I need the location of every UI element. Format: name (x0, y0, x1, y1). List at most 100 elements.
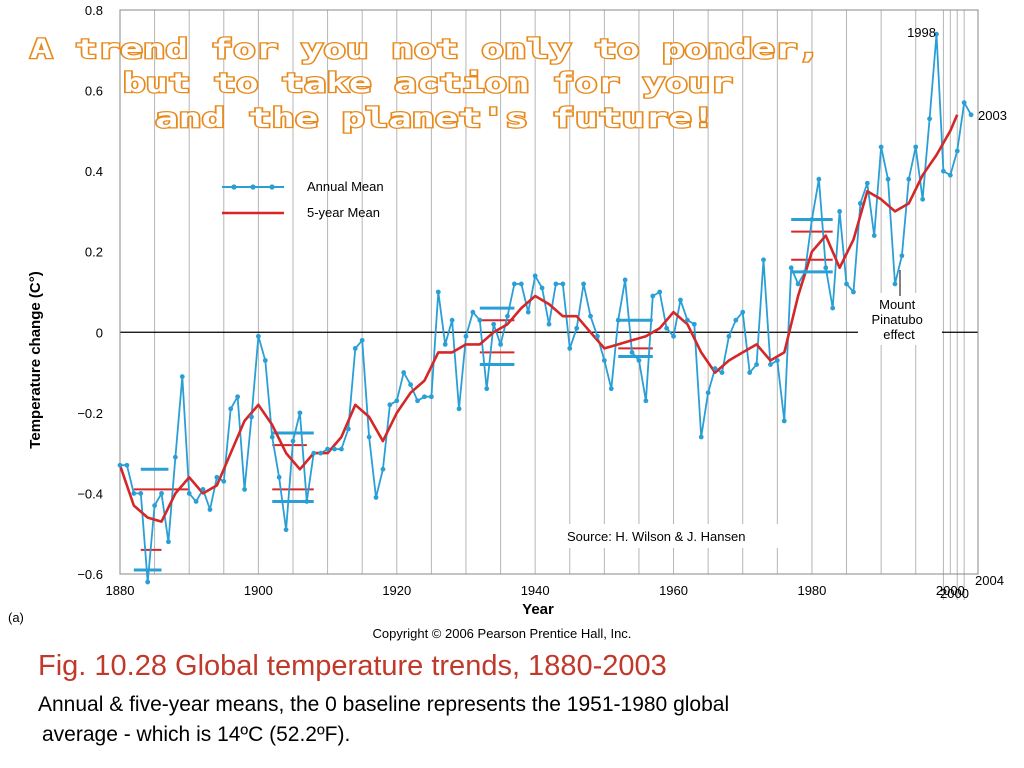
annual-mean-point-1904 (283, 527, 289, 533)
y-tick-label-4: 0.2 (85, 245, 103, 260)
annual-mean-point-1923 (415, 398, 420, 404)
annual-mean-point-1955 (636, 358, 642, 363)
caption-line-1: Annual & five-year means, the 0 baseline… (38, 693, 730, 716)
annual-mean-point-1899 (249, 414, 254, 420)
x-tick-label-1960: 1960 (659, 583, 688, 598)
annual-mean-point-1965 (705, 390, 711, 396)
y-tick-label-2: −0.2 (77, 406, 103, 421)
annual-mean-point-1922 (408, 382, 414, 388)
annual-mean-point-2002 (961, 100, 967, 106)
annual-mean-point-1987 (857, 200, 863, 206)
legend-5year-label: 5-year Mean (307, 205, 380, 220)
legend-annual-label: Annual Mean (307, 179, 384, 194)
annual-mean-point-1989 (871, 233, 877, 239)
annual-mean-point-1903 (276, 474, 282, 480)
annual-mean-point-1952 (615, 317, 621, 323)
annual-mean-point-1945 (567, 346, 573, 351)
annual-mean-point-1985 (844, 281, 849, 287)
annual-mean-point-1970 (740, 309, 746, 315)
source-label-background (560, 524, 808, 548)
annual-mean-point-1908 (311, 450, 317, 456)
annual-mean-point-1896 (228, 406, 234, 412)
annual-mean-point-1931 (470, 309, 476, 315)
annual-mean-point-1883 (138, 491, 144, 496)
annual-mean-point-1959 (664, 325, 670, 331)
annual-mean-point-1898 (242, 487, 247, 492)
source-label: Source: H. Wilson & J. Hansen (567, 529, 745, 544)
annual-mean-point-1967 (719, 370, 725, 375)
annual-mean-point-2001 (954, 148, 960, 154)
annual-mean-point-1984 (837, 209, 843, 214)
y-tick-label-0: −0.6 (77, 567, 103, 582)
annual-mean-point-1994 (906, 176, 912, 182)
grid-lines (154, 10, 965, 600)
annual-mean-point-1891 (193, 499, 199, 504)
annual-mean-point-1906 (297, 410, 303, 416)
annotation-1998: 1998 (907, 25, 936, 40)
annual-mean-point-1900 (255, 333, 261, 339)
annual-mean-point-1995 (913, 144, 919, 150)
annual-mean-point-1905 (290, 438, 296, 444)
annual-mean-point-1986 (851, 289, 856, 295)
annual-mean-point-1973 (761, 257, 766, 263)
slide-caption: Annual & five-year means, the 0 baseline… (38, 690, 998, 750)
annual-mean-point-1926 (435, 289, 441, 295)
y-tick-label-5: 0.4 (85, 164, 103, 179)
annual-mean-point-1983 (830, 305, 836, 311)
annual-mean-point-1975 (774, 358, 780, 363)
annual-mean-point-1948 (588, 313, 593, 319)
annual-mean-point-1902 (269, 434, 275, 440)
annual-mean-point-1981 (816, 176, 822, 182)
annual-mean-point-1889 (179, 374, 185, 379)
annual-mean-point-1980 (809, 217, 815, 222)
annual-mean-point-1992 (892, 281, 898, 287)
tick-labels: 1880 1900 1920 1940 1960 1980 2000 −0.6 −0.4 −0.2… (77, 3, 964, 598)
annual-mean-point-1928 (449, 317, 455, 323)
annual-mean-point-1982 (823, 265, 829, 271)
x-axis-label: Year (522, 601, 554, 618)
annotation-2003: 2003 (978, 108, 1007, 123)
annual-mean-point-1998 (934, 31, 939, 37)
annual-mean-point-1956 (643, 398, 649, 404)
annual-mean-point-1893 (207, 507, 213, 512)
annual-mean-point-1882 (131, 491, 137, 496)
x-tick-label-1940: 1940 (521, 583, 550, 598)
annual-mean-point-1976 (781, 418, 787, 424)
annual-mean-point-1909 (318, 450, 324, 456)
annual-mean-point-1920 (394, 398, 400, 404)
overlay-line-2: but to take action for your (123, 68, 733, 99)
panel-label: (a) (8, 610, 24, 625)
annual-mean-point-1886 (159, 491, 164, 496)
annual-mean-point-1885 (152, 503, 157, 508)
annual-mean-point-1968 (726, 333, 732, 339)
annual-mean-point-1960 (671, 333, 676, 339)
plot-frame (119, 9, 979, 575)
annual-mean-point-1918 (380, 466, 386, 472)
annual-mean-point-1953 (622, 277, 628, 283)
annual-mean-point-1933 (484, 386, 490, 392)
annual-mean-point-1944 (560, 281, 566, 287)
y-tick-label-6: 0.6 (85, 84, 103, 99)
annual-mean-point-1911 (332, 446, 337, 452)
annual-mean-point-1932 (477, 317, 483, 323)
legend-annual-marker (250, 184, 256, 190)
annual-mean-point-1950 (601, 358, 607, 363)
annual-mean-point-1997 (927, 116, 932, 122)
caption-line-2: average - which is 14ºC (52.2ºF). (42, 723, 351, 746)
annual-mean-point-1993 (899, 253, 905, 259)
annual-mean-point-1912 (339, 446, 344, 452)
annual-mean-point-1938 (518, 281, 524, 287)
y-tick-label-7: 0.8 (85, 3, 103, 18)
annual-mean-point-1946 (574, 325, 580, 331)
annual-mean-point-1954 (629, 350, 635, 355)
pinatubo-line-1: Mount (879, 297, 916, 312)
annual-mean-point-1940 (532, 273, 538, 279)
x-tick-label-1980: 1980 (797, 583, 826, 598)
annual-mean-point-1936 (505, 313, 510, 319)
copyright-label: Copyright © 2006 Pearson Prentice Hall, … (373, 626, 632, 641)
pinatubo-label: Mount Pinatubo effect (872, 297, 927, 342)
annual-mean-point-1961 (678, 297, 683, 303)
annual-mean-point-1958 (657, 289, 663, 295)
annual-mean-point-1966 (712, 366, 718, 371)
annual-mean-point-1925 (428, 394, 434, 400)
